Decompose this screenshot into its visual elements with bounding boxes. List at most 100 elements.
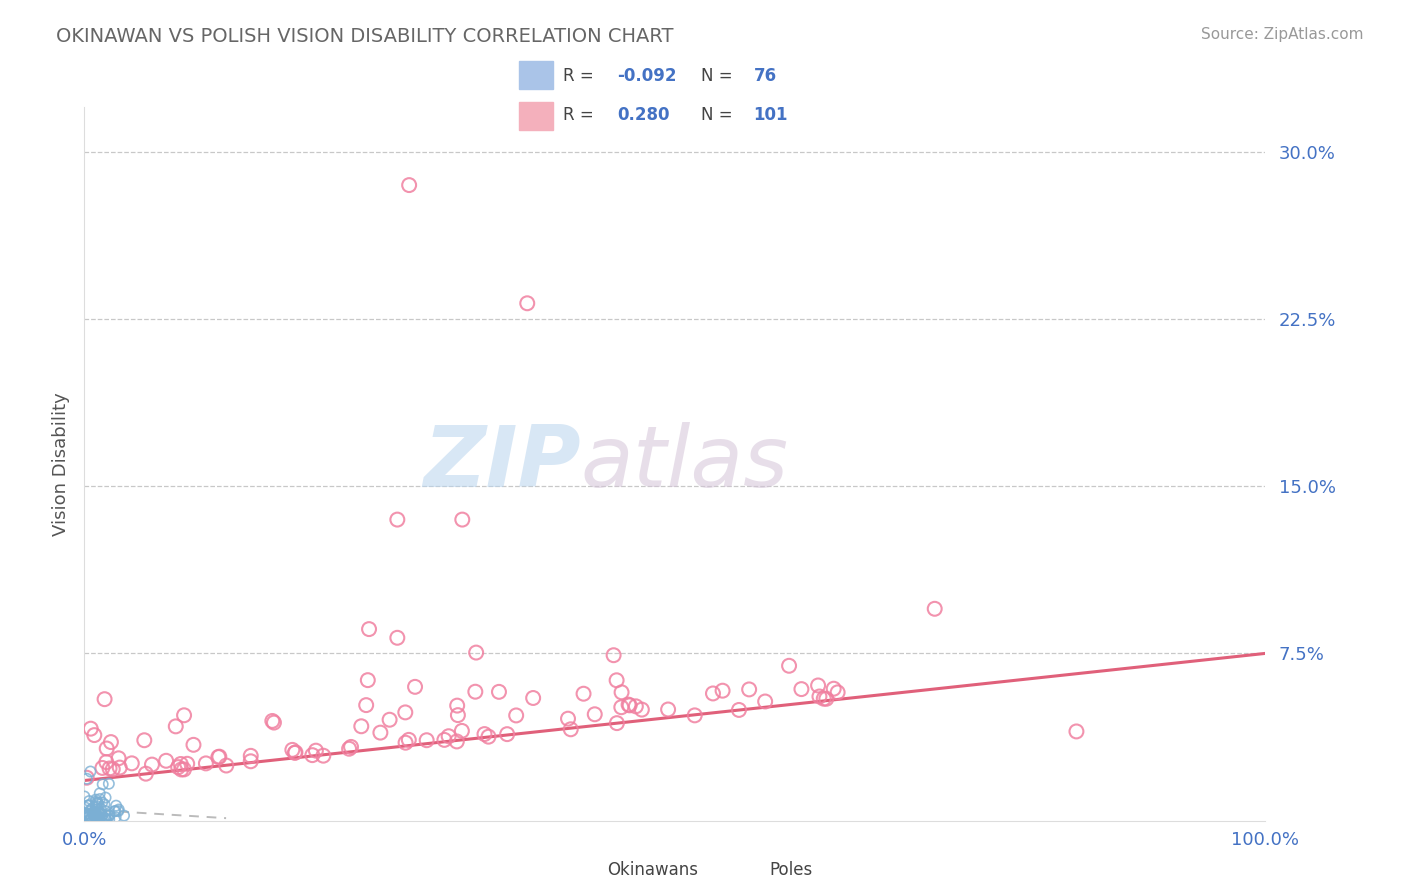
Point [754,694,776,708]
Point [808,690,831,704]
Point [557,712,579,726]
Point [108,761,131,775]
Point [610,700,633,714]
Point [93,692,115,706]
Point [98,762,121,776]
Point [86,813,108,827]
Point [100,735,122,749]
Point [239,754,262,768]
Point [183,738,205,752]
Text: R =: R = [564,106,595,124]
Point [522,690,544,705]
Point [86,796,108,810]
Point [94,790,117,805]
Point [98,813,121,827]
Point [90,810,112,824]
Point [86,807,108,822]
Point [94,804,117,818]
Point [107,751,129,765]
Point [606,673,628,688]
Point [572,687,595,701]
Point [82,807,104,822]
Point [683,708,706,723]
Point [602,648,624,663]
Point [93,812,115,826]
Point [84,810,107,824]
Point [387,631,409,645]
Point [516,296,538,310]
Point [77,808,100,822]
Point [433,732,456,747]
Point [76,798,98,813]
Text: Okinawans: Okinawans [607,861,699,879]
Text: N =: N = [702,67,733,85]
Point [312,748,335,763]
Point [73,810,96,824]
Point [170,763,193,777]
Point [1066,724,1088,739]
Point [827,685,849,699]
Point [83,805,105,820]
Point [778,658,800,673]
Point [73,807,96,822]
Text: atlas: atlas [581,422,789,506]
Point [87,797,110,811]
Point [281,743,304,757]
Point [107,803,129,817]
Point [378,713,401,727]
Point [73,789,96,804]
Point [631,703,654,717]
Point [101,762,124,776]
Point [610,685,633,699]
Point [284,745,307,759]
Point [560,723,582,737]
Point [79,813,101,827]
Point [924,602,946,616]
Point [823,681,845,696]
Point [263,715,285,730]
Text: 101: 101 [754,106,789,124]
Point [84,807,107,822]
Point [87,811,110,825]
Point [350,719,373,733]
Point [121,756,143,771]
Point [305,744,328,758]
Point [496,727,519,741]
Point [84,811,107,825]
Point [474,727,496,741]
Point [83,805,105,819]
Point [97,808,120,822]
Point [89,792,111,806]
Point [208,749,231,764]
Point [606,716,628,731]
Point [104,804,127,818]
Point [77,798,100,813]
Point [77,810,100,824]
Point [86,799,108,814]
Point [464,684,486,698]
Point [262,714,284,728]
Text: 0.280: 0.280 [617,106,671,124]
Point [398,178,420,193]
Point [90,806,112,821]
Point [76,772,98,786]
Point [357,622,380,636]
Point [84,792,107,806]
Point [155,754,177,768]
Point [657,702,679,716]
Point [91,761,114,775]
Point [79,813,101,827]
Point [82,801,104,815]
Point [357,673,380,687]
Point [176,756,198,771]
FancyBboxPatch shape [519,102,553,130]
Point [477,730,499,744]
Point [207,750,229,764]
Point [488,685,510,699]
Point [82,806,104,821]
Point [105,798,128,813]
Point [87,805,110,820]
Point [815,691,838,706]
Point [451,512,474,526]
Point [807,678,830,692]
